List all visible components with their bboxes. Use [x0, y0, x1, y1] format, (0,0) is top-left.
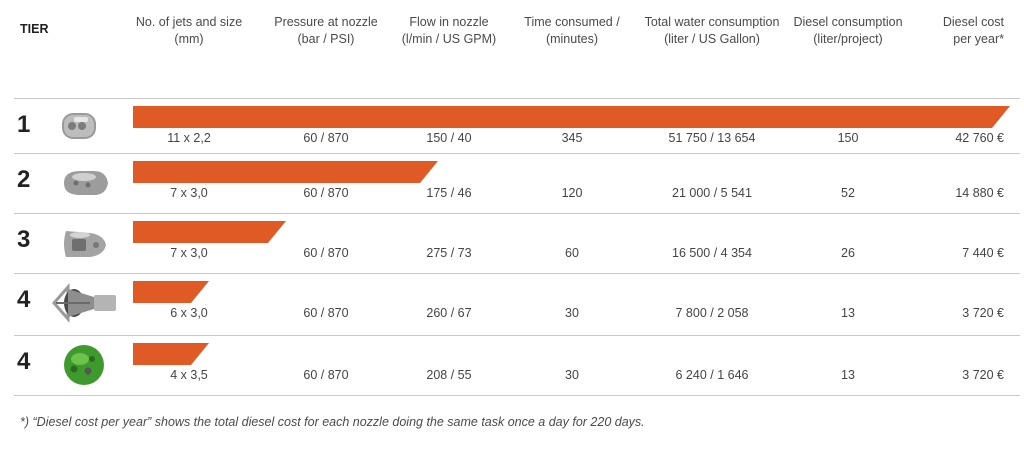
jets-header: No. of jets and size (mm) [136, 14, 242, 48]
time-cell: 345 [561, 131, 583, 145]
time-header-line1: Time consumed / [524, 15, 620, 29]
table-row: 4 6 x 3,0 60 / 870 260 / 67 30 7 800 / 2… [0, 273, 1024, 333]
table-bottom-rule [14, 395, 1020, 396]
jets-header-line2: (mm) [174, 32, 204, 46]
diesel-cell: 26 [841, 246, 855, 260]
cost-header-line1: Diesel cost [942, 15, 1004, 29]
diesel-cell: 52 [841, 186, 855, 200]
bar [133, 221, 286, 243]
grey-slotted-nozzle-icon [64, 231, 106, 257]
bar [133, 161, 438, 183]
water-cell: 6 240 / 1 646 [675, 368, 749, 382]
time-cell: 30 [565, 368, 579, 382]
diesel-header-line2: (liter/project) [813, 32, 883, 46]
flow-cell: 175 / 46 [426, 186, 472, 200]
cost-header-line2: per year* [953, 32, 1004, 46]
jets-cell: 7 x 3,0 [170, 246, 208, 260]
tier-header: TIER [20, 22, 49, 36]
pressure-cell: 60 / 870 [303, 368, 349, 382]
green-nozzle-icon [64, 345, 104, 385]
tier-number: 4 [17, 348, 31, 375]
cost-cell: 7 440 € [962, 246, 1004, 260]
bar [133, 343, 209, 365]
jets-cell: 4 x 3,5 [170, 368, 208, 382]
time-cell: 120 [561, 186, 583, 200]
jets-header-line1: No. of jets and size [135, 15, 243, 29]
jets-cell: 7 x 3,0 [170, 186, 208, 200]
water-header-line1: Total water consumption [644, 15, 780, 29]
flow-header: Flow in nozzle (l/min / US GPM) [402, 14, 496, 48]
diesel-cell: 150 [837, 131, 859, 145]
diesel-cell: 13 [841, 306, 855, 320]
grey-bullet-nozzle-icon [64, 171, 108, 195]
flow-cell: 275 / 73 [426, 246, 472, 260]
cost-cell: 3 720 € [962, 306, 1004, 320]
pressure-cell: 60 / 870 [303, 306, 349, 320]
row-separator [14, 335, 1020, 336]
table-row: 1 11 x 2,2 60 / 870 150 / 40 345 51 750 … [0, 98, 1024, 158]
jets-cell: 6 x 3,0 [170, 306, 208, 320]
pressure-header: Pressure at nozzle (bar / PSI) [274, 14, 378, 48]
tier-number: 2 [17, 166, 31, 193]
caged-nozzle-icon [52, 283, 116, 323]
pressure-header-line1: Pressure at nozzle [274, 15, 378, 29]
water-cell: 7 800 / 2 058 [675, 306, 749, 320]
row-separator [14, 98, 1020, 99]
time-header: Time consumed / (minutes) [524, 14, 619, 48]
water-header-line2: (liter / US Gallon) [664, 32, 760, 46]
time-cell: 60 [565, 246, 579, 260]
time-cell: 30 [565, 306, 579, 320]
pressure-header-line2: (bar / PSI) [297, 32, 355, 46]
row-separator [14, 273, 1020, 274]
bar [133, 281, 209, 303]
table-row: 2 7 x 3,0 60 / 870 175 / 46 120 21 000 /… [0, 153, 1024, 213]
diesel-cell: 13 [841, 368, 855, 382]
diesel-header-line1: Diesel consumption [793, 15, 903, 29]
grey-rounded-nozzle-icon [62, 113, 96, 139]
cost-cell: 42 760 € [955, 131, 1004, 145]
table-row: 4 4 x 3,5 60 / 870 208 / 55 30 6 240 / 1… [0, 335, 1024, 395]
water-cell: 16 500 / 4 354 [672, 246, 752, 260]
water-header: Total water consumption (liter / US Gall… [645, 14, 780, 48]
jets-cell: 11 x 2,2 [167, 131, 211, 145]
time-header-line2: (minutes) [545, 32, 599, 46]
tier-number: 1 [17, 111, 31, 138]
flow-cell: 208 / 55 [426, 368, 472, 382]
flow-header-line2: (l/min / US GPM) [401, 32, 497, 46]
cost-header: Diesel cost per year* [943, 14, 1004, 48]
cost-cell: 3 720 € [962, 368, 1004, 382]
water-cell: 21 000 / 5 541 [672, 186, 752, 200]
tier-number: 3 [17, 226, 31, 253]
pressure-cell: 60 / 870 [303, 131, 349, 145]
bar [133, 106, 1010, 128]
pressure-cell: 60 / 870 [303, 186, 349, 200]
table-row: 3 7 x 3,0 60 / 870 275 / 73 60 16 500 / … [0, 213, 1024, 273]
water-cell: 51 750 / 13 654 [668, 131, 756, 145]
footnote: *) “Diesel cost per year” shows the tota… [20, 415, 645, 429]
tier-number: 4 [17, 286, 31, 313]
flow-header-line1: Flow in nozzle [409, 15, 489, 29]
diesel-header: Diesel consumption (liter/project) [793, 14, 902, 48]
flow-cell: 260 / 67 [426, 306, 472, 320]
cost-cell: 14 880 € [955, 186, 1004, 200]
pressure-cell: 60 / 870 [303, 246, 349, 260]
flow-cell: 150 / 40 [426, 131, 472, 145]
row-separator [14, 213, 1020, 214]
row-separator [14, 153, 1020, 154]
